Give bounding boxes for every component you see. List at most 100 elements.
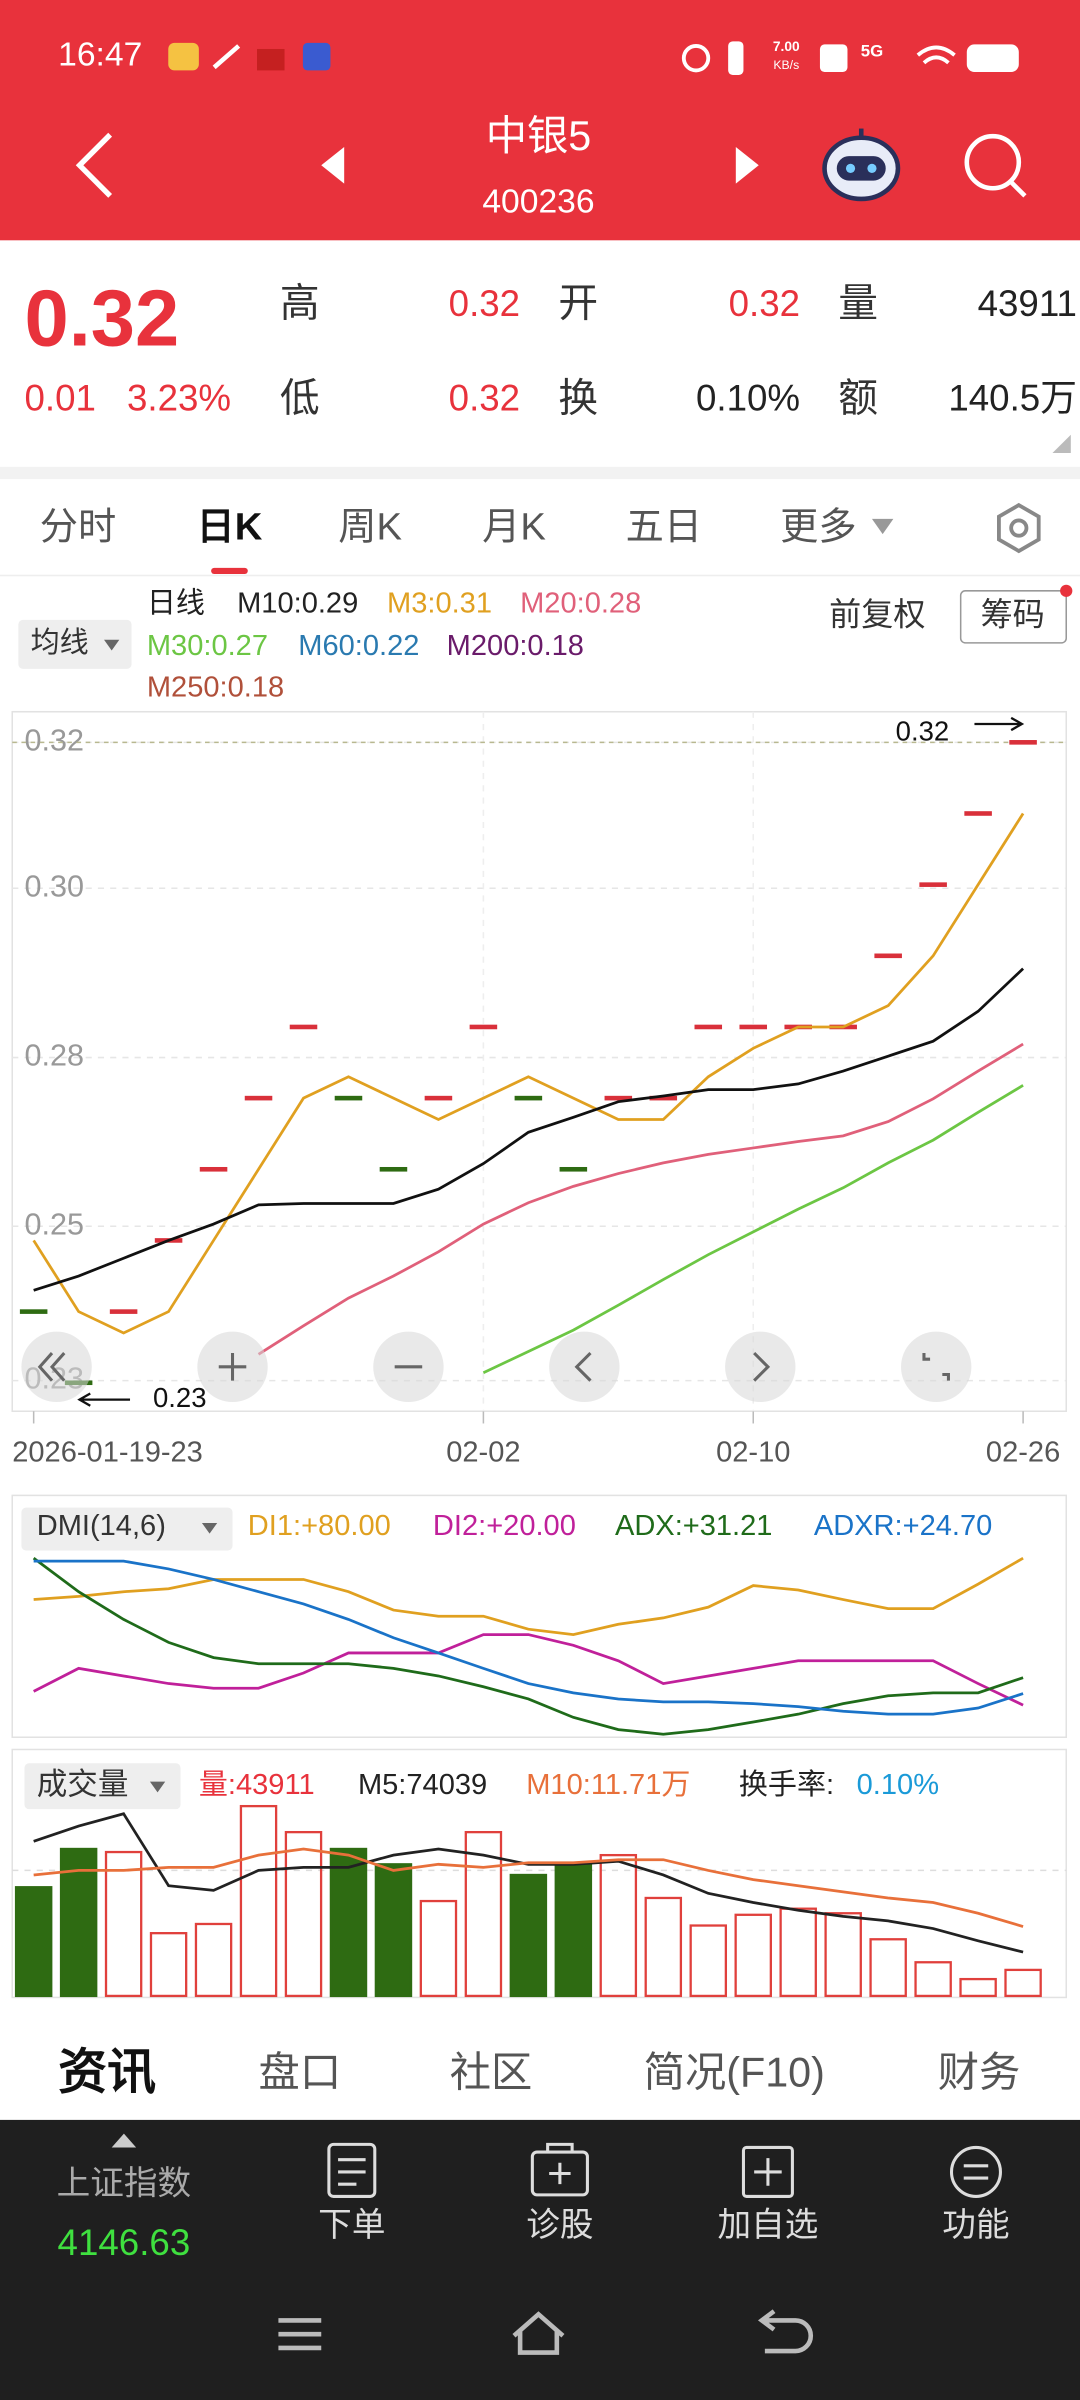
nav-bar[interactable] [278, 2309, 813, 2355]
info-tab[interactable]: 财务 [938, 2049, 1021, 2095]
quote-value: 140.5万 [948, 378, 1077, 419]
ma-legend: 日线 [147, 586, 205, 619]
period-tab[interactable]: 周K [338, 506, 402, 549]
volume-bar [59, 1847, 98, 1998]
period-tab[interactable]: 五日 [626, 506, 702, 549]
dmi-frame [11, 1494, 1067, 1739]
ma-legend: M3:0.31 [387, 587, 492, 619]
active-tab-underline [211, 567, 248, 574]
candle [289, 1024, 318, 1030]
candle [244, 1095, 273, 1101]
x-tick-label: 02-26 [986, 1437, 1060, 1469]
volume-selector-arrow [149, 1781, 166, 1793]
ma-line [33, 967, 1025, 1292]
x-tick-label: 02-10 [716, 1437, 790, 1469]
quote-label: 高 [280, 282, 320, 326]
robot-assistant[interactable] [822, 128, 901, 202]
volume-bar [554, 1861, 593, 1998]
ma-legend: M250:0.18 [147, 671, 284, 703]
next-stock[interactable] [735, 146, 759, 184]
candle [379, 1166, 408, 1172]
quote-value: 0.32 [729, 283, 800, 324]
info-tab[interactable]: 盘口 [259, 2049, 342, 2095]
volume-bar [284, 1830, 323, 1998]
adjust-mode[interactable]: 前复权 [829, 596, 925, 632]
dmi-legend: ADXR:+24.70 [814, 1510, 992, 1542]
quote-label: 低 [280, 377, 320, 421]
info-tab[interactable]: 社区 [450, 2049, 533, 2095]
y-tick-label: 0.28 [24, 1039, 84, 1073]
volume-bar [464, 1830, 503, 1998]
candle [469, 1024, 498, 1030]
volume-selector-bg [24, 1763, 181, 1810]
volume-legend: M5:74039 [358, 1769, 487, 1801]
ma-legend: M20:0.28 [520, 587, 641, 619]
chart-control[interactable] [901, 1331, 972, 1403]
settings-button[interactable] [997, 502, 1041, 554]
candle [19, 1309, 48, 1314]
volume-selector[interactable]: 成交量 [37, 1767, 129, 1801]
chart-control[interactable] [549, 1331, 620, 1403]
period-tab[interactable]: 更多 [780, 506, 856, 549]
info-tab[interactable]: 资讯 [58, 2045, 156, 2099]
period-tab[interactable]: 日K [197, 506, 263, 549]
candle [649, 1095, 678, 1101]
index-name[interactable]: 上证指数 [57, 2165, 192, 2203]
candle [199, 1166, 228, 1172]
chips-dot [1060, 584, 1073, 597]
quote-value: 0.32 [449, 283, 520, 324]
quote-label: 换 [558, 377, 598, 421]
volume-bar [194, 1922, 233, 1998]
price-change: 0.01 [24, 378, 95, 419]
chips-button[interactable]: 筹码 [981, 596, 1045, 632]
quote-label: 量 [838, 282, 878, 326]
corner-mark [1052, 434, 1071, 454]
dmi-legend: DI1:+80.00 [248, 1510, 391, 1542]
volume-bar [329, 1847, 368, 1998]
ma-line [482, 1084, 1024, 1375]
volume-bar [1004, 1968, 1042, 1998]
volume-bar [734, 1913, 772, 1998]
toolbar-button[interactable]: 诊股 [526, 2206, 593, 2244]
net-speed: 7.00 [773, 39, 800, 54]
candle [334, 1095, 363, 1101]
volume-bar [824, 1912, 862, 1998]
candle [694, 1024, 723, 1030]
volume-legend: 换手率: [739, 1768, 834, 1801]
dmi-legend: ADX:+31.21 [615, 1510, 772, 1542]
candle [1009, 740, 1037, 745]
status-icons [168, 41, 1019, 75]
period-tab[interactable]: 分时 [40, 506, 116, 549]
toolbar-button[interactable]: 下单 [318, 2207, 385, 2244]
candle [559, 1166, 588, 1172]
ma-legend: M10:0.29 [237, 587, 358, 619]
chips-button-bg [959, 590, 1067, 644]
candle [964, 811, 992, 816]
volume-bar [914, 1961, 952, 1998]
y-tick-label: 0.32 [24, 723, 84, 757]
volume-bar [149, 1932, 188, 1998]
ma-legend: M60:0.22 [298, 630, 419, 662]
stock-code: 400236 [482, 183, 594, 220]
quote-value: 43911 [978, 283, 1077, 324]
ma-legend: M200:0.18 [447, 630, 584, 662]
ma-line [257, 1042, 1024, 1356]
search-button[interactable] [964, 133, 1027, 198]
back-button[interactable] [75, 132, 113, 198]
chart-control[interactable] [21, 1331, 92, 1403]
volume-bar [239, 1804, 278, 1998]
prev-stock[interactable] [321, 146, 345, 184]
status-time: 16:47 [58, 37, 142, 74]
period-tab[interactable]: 月K [482, 506, 546, 549]
dmi-line [33, 1633, 1024, 1707]
candle [919, 882, 947, 887]
toolbar-button[interactable]: 加自选 [717, 2206, 818, 2244]
ma-selector[interactable]: 均线 [31, 626, 89, 659]
dmi-selector[interactable]: DMI(14,6) [37, 1510, 166, 1542]
info-tab[interactable]: 简况(F10) [644, 2049, 825, 2095]
toolbar-button[interactable]: 功能 [942, 2206, 1009, 2244]
volume-legend: M10:11.71万 [526, 1769, 690, 1801]
quote-value: 0.10% [696, 378, 800, 419]
volume-bar [599, 1853, 638, 1998]
chart-control[interactable] [725, 1331, 796, 1403]
